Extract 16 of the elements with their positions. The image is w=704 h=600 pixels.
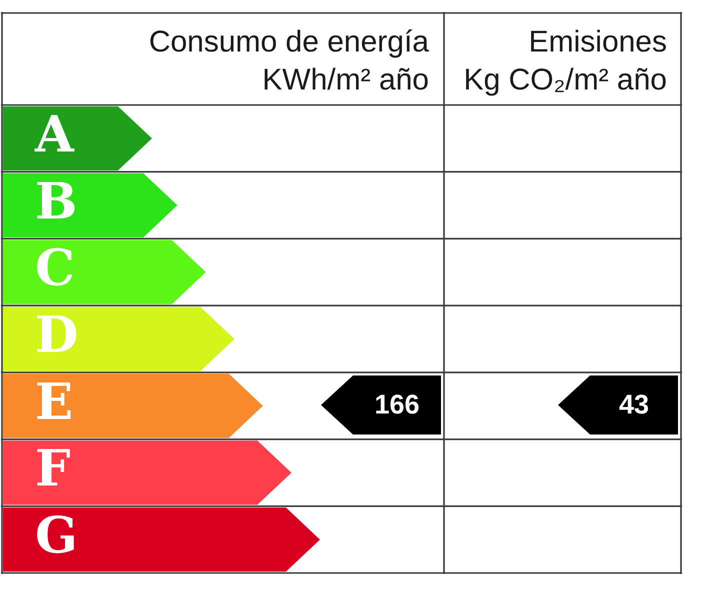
chart-title: Consumo de energía (148, 25, 430, 58)
text: 43 (618, 389, 650, 420)
bar (3, 374, 263, 438)
y-tick-label: E (35, 372, 74, 431)
y-tick-label: C (35, 238, 75, 298)
chart-subtitle: KWh/m² año (262, 63, 429, 96)
y-tick-label: G (35, 506, 78, 565)
bar (3, 507, 320, 572)
y-tick-label: A (34, 104, 75, 164)
text: Kg CO₂/m² año (464, 63, 667, 96)
text: Emisiones (528, 25, 667, 58)
y-tick-label: F (35, 438, 70, 498)
y-tick-label: D (35, 304, 78, 364)
y-tick-label: B (35, 171, 78, 230)
bar (3, 440, 292, 505)
text: 166 (374, 389, 420, 420)
